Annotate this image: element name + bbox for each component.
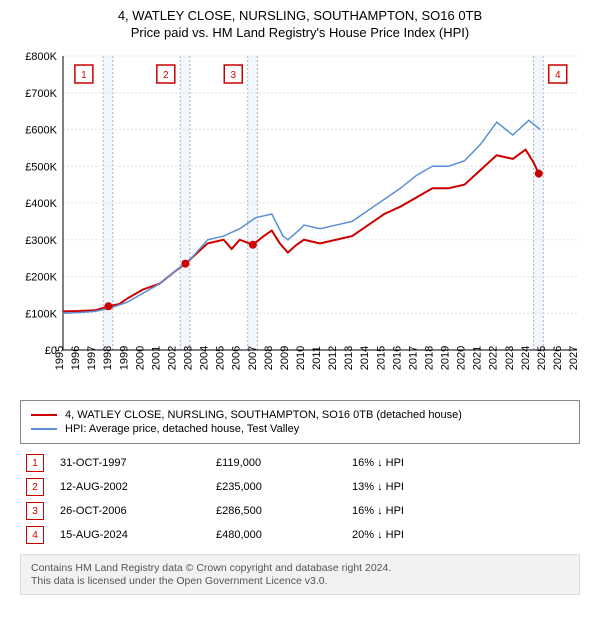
svg-text:1997: 1997 xyxy=(86,346,98,370)
txn-date: 31-OCT-1997 xyxy=(60,457,200,469)
txn-price: £119,000 xyxy=(216,457,336,469)
svg-text:2001: 2001 xyxy=(150,346,162,370)
txn-date: 26-OCT-2006 xyxy=(60,505,200,517)
chart-legend: 4, WATLEY CLOSE, NURSLING, SOUTHAMPTON, … xyxy=(20,400,580,444)
legend-label: HPI: Average price, detached house, Test… xyxy=(65,423,299,435)
svg-text:1996: 1996 xyxy=(70,346,82,370)
txn-pct: 13% ↓ HPI xyxy=(352,481,472,493)
svg-text:2022: 2022 xyxy=(488,346,500,370)
svg-text:2011: 2011 xyxy=(311,346,323,370)
svg-text:2027: 2027 xyxy=(568,346,580,370)
svg-text:2003: 2003 xyxy=(183,346,195,370)
svg-text:2009: 2009 xyxy=(279,346,291,370)
svg-text:2013: 2013 xyxy=(343,346,355,370)
svg-text:2010: 2010 xyxy=(295,346,307,370)
txn-price: £480,000 xyxy=(216,529,336,541)
svg-text:2008: 2008 xyxy=(263,346,275,370)
legend-label: 4, WATLEY CLOSE, NURSLING, SOUTHAMPTON, … xyxy=(65,409,462,421)
txn-price: £286,500 xyxy=(216,505,336,517)
transactions-table: 1 31-OCT-1997 £119,000 16% ↓ HPI 2 12-AU… xyxy=(20,454,580,544)
table-row: 4 15-AUG-2024 £480,000 20% ↓ HPI xyxy=(20,526,580,544)
title-sub: Price paid vs. HM Land Registry's House … xyxy=(8,25,592,40)
svg-text:£100K: £100K xyxy=(25,308,57,320)
svg-text:2002: 2002 xyxy=(166,346,178,370)
svg-text:4: 4 xyxy=(555,70,561,81)
footer-line: Contains HM Land Registry data © Crown c… xyxy=(31,562,569,574)
svg-text:2021: 2021 xyxy=(472,346,484,370)
footer-attribution: Contains HM Land Registry data © Crown c… xyxy=(20,554,580,595)
table-row: 3 26-OCT-2006 £286,500 16% ↓ HPI xyxy=(20,502,580,520)
marker-badge: 2 xyxy=(26,478,44,496)
marker-badge: 1 xyxy=(26,454,44,472)
svg-text:2012: 2012 xyxy=(327,346,339,370)
svg-text:2006: 2006 xyxy=(231,346,243,370)
marker-badge: 4 xyxy=(26,526,44,544)
chart-title-block: 4, WATLEY CLOSE, NURSLING, SOUTHAMPTON, … xyxy=(8,8,592,40)
txn-pct: 20% ↓ HPI xyxy=(352,529,472,541)
line-chart: £0£100K£200K£300K£400K£500K£600K£700K£80… xyxy=(15,50,585,390)
table-row: 1 31-OCT-1997 £119,000 16% ↓ HPI xyxy=(20,454,580,472)
legend-item: HPI: Average price, detached house, Test… xyxy=(31,423,569,435)
svg-text:2017: 2017 xyxy=(407,346,419,370)
svg-text:2025: 2025 xyxy=(536,346,548,370)
svg-text:£600K: £600K xyxy=(25,125,57,137)
legend-swatch-icon xyxy=(31,428,57,430)
svg-text:1995: 1995 xyxy=(54,346,66,370)
svg-text:1999: 1999 xyxy=(118,346,130,370)
svg-text:£200K: £200K xyxy=(25,272,57,284)
svg-text:2004: 2004 xyxy=(199,346,211,370)
svg-text:1998: 1998 xyxy=(102,346,114,370)
marker-badge: 3 xyxy=(26,502,44,520)
svg-text:1: 1 xyxy=(81,70,87,81)
svg-text:£700K: £700K xyxy=(25,88,57,100)
svg-text:2005: 2005 xyxy=(215,346,227,370)
svg-text:2014: 2014 xyxy=(359,346,371,370)
footer-line: This data is licensed under the Open Gov… xyxy=(31,575,569,587)
svg-text:2018: 2018 xyxy=(423,346,435,370)
txn-pct: 16% ↓ HPI xyxy=(352,505,472,517)
svg-text:£500K: £500K xyxy=(25,161,57,173)
svg-text:£800K: £800K xyxy=(25,51,57,63)
svg-text:2000: 2000 xyxy=(134,346,146,370)
svg-text:2016: 2016 xyxy=(391,346,403,370)
legend-item: 4, WATLEY CLOSE, NURSLING, SOUTHAMPTON, … xyxy=(31,409,569,421)
legend-swatch-icon xyxy=(31,414,57,416)
svg-text:2: 2 xyxy=(163,70,169,81)
svg-text:3: 3 xyxy=(230,70,236,81)
svg-text:2026: 2026 xyxy=(552,346,564,370)
svg-text:£400K: £400K xyxy=(25,198,57,210)
title-main: 4, WATLEY CLOSE, NURSLING, SOUTHAMPTON, … xyxy=(8,8,592,23)
txn-date: 15-AUG-2024 xyxy=(60,529,200,541)
svg-text:2015: 2015 xyxy=(375,346,387,370)
svg-text:2019: 2019 xyxy=(440,346,452,370)
svg-text:2023: 2023 xyxy=(504,346,516,370)
table-row: 2 12-AUG-2002 £235,000 13% ↓ HPI xyxy=(20,478,580,496)
svg-text:2024: 2024 xyxy=(520,346,532,370)
txn-pct: 16% ↓ HPI xyxy=(352,457,472,469)
txn-price: £235,000 xyxy=(216,481,336,493)
svg-text:£300K: £300K xyxy=(25,235,57,247)
svg-text:2007: 2007 xyxy=(247,346,259,370)
svg-text:2020: 2020 xyxy=(456,346,468,370)
txn-date: 12-AUG-2002 xyxy=(60,481,200,493)
